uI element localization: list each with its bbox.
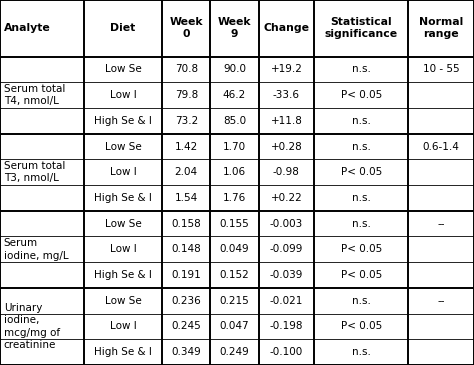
Text: P< 0.05: P< 0.05 <box>341 270 382 280</box>
Text: Low Se: Low Se <box>105 296 141 306</box>
Text: 46.2: 46.2 <box>223 90 246 100</box>
Text: Low Se: Low Se <box>105 65 141 74</box>
Text: 0.191: 0.191 <box>172 270 201 280</box>
Text: +0.22: +0.22 <box>271 193 302 203</box>
Text: 73.2: 73.2 <box>175 116 198 126</box>
Text: P< 0.05: P< 0.05 <box>341 244 382 254</box>
Text: Analyte: Analyte <box>4 23 51 33</box>
Text: 1.76: 1.76 <box>223 193 246 203</box>
Text: -0.198: -0.198 <box>270 322 303 331</box>
Text: 85.0: 85.0 <box>223 116 246 126</box>
Text: n.s.: n.s. <box>352 142 371 151</box>
Text: 0.152: 0.152 <box>219 270 249 280</box>
Text: Serum total
T4, nmol/L: Serum total T4, nmol/L <box>4 84 65 106</box>
Text: 90.0: 90.0 <box>223 65 246 74</box>
Text: 0.155: 0.155 <box>219 219 249 228</box>
Text: Change: Change <box>264 23 310 33</box>
Text: High Se & I: High Se & I <box>94 347 152 357</box>
Text: 0.049: 0.049 <box>219 244 249 254</box>
Text: 70.8: 70.8 <box>175 65 198 74</box>
Text: 1.06: 1.06 <box>223 167 246 177</box>
Text: n.s.: n.s. <box>352 219 371 228</box>
Text: 0.047: 0.047 <box>219 322 249 331</box>
Text: +11.8: +11.8 <box>271 116 302 126</box>
Text: +0.28: +0.28 <box>271 142 302 151</box>
Text: Week
0: Week 0 <box>170 18 203 39</box>
Text: Normal
range: Normal range <box>419 18 463 39</box>
Text: Serum
iodine, mg/L: Serum iodine, mg/L <box>4 238 68 261</box>
Text: Low I: Low I <box>109 322 137 331</box>
Text: Low I: Low I <box>109 90 137 100</box>
Text: n.s.: n.s. <box>352 296 371 306</box>
Text: 0.158: 0.158 <box>172 219 201 228</box>
Text: n.s.: n.s. <box>352 193 371 203</box>
Text: P< 0.05: P< 0.05 <box>341 322 382 331</box>
Text: -0.021: -0.021 <box>270 296 303 306</box>
Text: -33.6: -33.6 <box>273 90 300 100</box>
Text: Serum total
T3, nmol/L: Serum total T3, nmol/L <box>4 161 65 184</box>
Text: --: -- <box>438 219 445 228</box>
Text: 79.8: 79.8 <box>175 90 198 100</box>
Text: Statistical
significance: Statistical significance <box>325 18 398 39</box>
Text: 2.04: 2.04 <box>175 167 198 177</box>
Text: 0.249: 0.249 <box>219 347 249 357</box>
Text: 1.70: 1.70 <box>223 142 246 151</box>
Text: 0.349: 0.349 <box>172 347 201 357</box>
Text: 10 - 55: 10 - 55 <box>423 65 459 74</box>
Text: Low Se: Low Se <box>105 142 141 151</box>
Text: +19.2: +19.2 <box>271 65 302 74</box>
Text: -0.039: -0.039 <box>270 270 303 280</box>
Text: Diet: Diet <box>110 23 136 33</box>
Text: 0.236: 0.236 <box>172 296 201 306</box>
Text: P< 0.05: P< 0.05 <box>341 90 382 100</box>
Text: Low Se: Low Se <box>105 219 141 228</box>
Text: 1.42: 1.42 <box>175 142 198 151</box>
Text: High Se & I: High Se & I <box>94 193 152 203</box>
Text: Low I: Low I <box>109 167 137 177</box>
Text: 0.245: 0.245 <box>172 322 201 331</box>
Text: -0.98: -0.98 <box>273 167 300 177</box>
Text: High Se & I: High Se & I <box>94 116 152 126</box>
Text: 1.54: 1.54 <box>175 193 198 203</box>
Text: n.s.: n.s. <box>352 116 371 126</box>
Text: n.s.: n.s. <box>352 65 371 74</box>
Text: Urinary
iodine,
mcg/mg of
creatinine: Urinary iodine, mcg/mg of creatinine <box>4 303 60 350</box>
Text: -0.100: -0.100 <box>270 347 303 357</box>
Text: Low I: Low I <box>109 244 137 254</box>
Text: P< 0.05: P< 0.05 <box>341 167 382 177</box>
Text: -0.099: -0.099 <box>270 244 303 254</box>
Text: -0.003: -0.003 <box>270 219 303 228</box>
Text: High Se & I: High Se & I <box>94 270 152 280</box>
Text: 0.215: 0.215 <box>219 296 249 306</box>
Text: n.s.: n.s. <box>352 347 371 357</box>
Text: --: -- <box>438 296 445 306</box>
Text: 0.148: 0.148 <box>172 244 201 254</box>
Text: 0.6-1.4: 0.6-1.4 <box>423 142 459 151</box>
Text: Week
9: Week 9 <box>218 18 251 39</box>
